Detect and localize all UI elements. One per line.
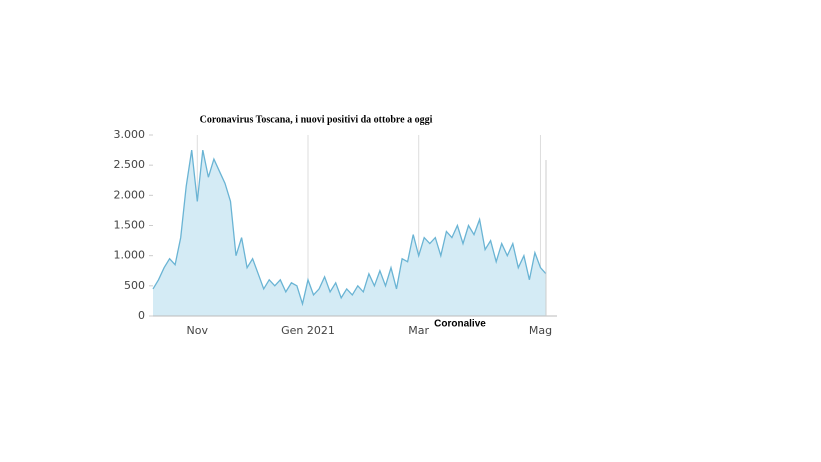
line [152, 149, 547, 307]
x-tick-label: Nov [187, 324, 209, 337]
chart-title: Coronavirus Toscana, i nuovi positivi da… [200, 114, 433, 125]
y-tick-label: 0 [138, 309, 145, 322]
annotation: Coronalive [434, 319, 486, 330]
y-tick-label: 500 [124, 279, 145, 292]
y-tick-label: 2.000 [114, 188, 146, 201]
area [153, 150, 546, 316]
y-tick-label: 3.000 [114, 128, 146, 141]
y-tick-label: 1.500 [114, 219, 146, 232]
x-tick-label: Gen 2021 [281, 324, 335, 337]
x-tick-label: Mar [408, 324, 429, 337]
y-tick-label: 2.500 [114, 158, 146, 171]
y-tick-label: 1.000 [114, 249, 146, 262]
x-tick-label: Mag [529, 324, 552, 337]
